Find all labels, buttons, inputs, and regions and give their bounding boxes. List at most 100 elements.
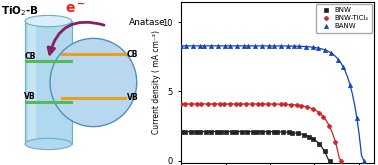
BNW [266, 131, 270, 133]
BNW [209, 131, 214, 132]
Polygon shape [28, 21, 36, 144]
BANW [267, 45, 271, 47]
BNW-TiCl₄ [205, 103, 210, 105]
BNW-TiCl₄ [256, 103, 260, 105]
BNW-TiCl₄ [282, 103, 287, 105]
BNW-TiCl₄ [189, 103, 194, 105]
BNW [245, 131, 249, 132]
BNW-TiCl₄ [183, 103, 187, 105]
Text: $\mathbf{e^-}$: $\mathbf{e^-}$ [65, 3, 85, 17]
BNW [302, 134, 306, 136]
BANW [278, 45, 283, 47]
BANW [202, 45, 206, 47]
BNW-TiCl₄ [278, 103, 283, 105]
BNW [183, 131, 187, 132]
Text: VB: VB [24, 92, 36, 101]
Line: BNW: BNW [179, 130, 332, 163]
BANW [197, 45, 202, 47]
BNW-TiCl₄ [294, 104, 299, 106]
BNW-TiCl₄ [333, 141, 338, 143]
BNW [275, 131, 280, 133]
Ellipse shape [25, 15, 72, 27]
BNW [307, 136, 312, 138]
BNW-TiCl₄ [288, 104, 293, 106]
BANW [329, 52, 334, 54]
BNW [215, 131, 219, 132]
BNW-TiCl₄ [311, 108, 315, 110]
BANW [260, 45, 264, 47]
BNW-TiCl₄ [299, 105, 303, 107]
BNW-TiCl₄ [244, 103, 248, 105]
BANW [246, 45, 251, 47]
BNW-TiCl₄ [260, 103, 265, 105]
BNW [281, 131, 285, 133]
BNW [224, 131, 229, 132]
BNW-TiCl₄ [250, 103, 254, 105]
BNW [271, 131, 276, 133]
BNW-TiCl₄ [228, 103, 232, 105]
Text: TiO$_2$-B: TiO$_2$-B [1, 4, 39, 18]
Y-axis label: Current density ( mA cm⁻²): Current density ( mA cm⁻²) [152, 31, 161, 134]
BNW-TiCl₄ [238, 103, 242, 105]
Text: CB: CB [24, 52, 36, 61]
BNW [239, 131, 244, 132]
BNW [311, 138, 316, 140]
BNW-TiCl₄ [339, 160, 344, 162]
BANW [241, 45, 246, 47]
BNW [260, 131, 265, 133]
BNW-TiCl₄ [317, 112, 321, 114]
Line: BNW-TiCl₄: BNW-TiCl₄ [179, 102, 344, 163]
BNW [328, 160, 333, 162]
BANW [304, 46, 308, 48]
BNW [198, 131, 202, 132]
BANW [228, 45, 232, 47]
BANW [361, 160, 366, 162]
BNW [230, 131, 234, 132]
Text: VB: VB [127, 93, 138, 102]
BNW [296, 132, 301, 134]
BNW [203, 131, 208, 132]
BANW [322, 49, 327, 51]
BANW [336, 59, 341, 61]
BANW [341, 66, 345, 67]
BNW-TiCl₄ [272, 103, 277, 105]
BNW [251, 131, 255, 133]
BANW [209, 45, 214, 47]
BANW [183, 45, 188, 47]
BANW [348, 83, 352, 85]
Text: CB: CB [127, 50, 138, 59]
BNW-TiCl₄ [199, 103, 204, 105]
Ellipse shape [50, 38, 137, 127]
BNW [322, 150, 327, 152]
BNW [254, 131, 259, 133]
BANW [253, 45, 257, 47]
Line: BANW: BANW [179, 44, 366, 163]
BANW [179, 45, 183, 47]
BANW [292, 45, 297, 47]
FancyArrowPatch shape [48, 22, 104, 54]
BANW [216, 45, 220, 47]
BNW-TiCl₄ [234, 103, 238, 105]
BNW-TiCl₄ [179, 103, 183, 105]
BNW-TiCl₄ [195, 103, 200, 105]
Text: Anatase: Anatase [129, 18, 166, 27]
BANW [285, 45, 290, 47]
BANW [315, 47, 320, 49]
BNW-TiCl₄ [222, 103, 226, 105]
BANW [191, 45, 195, 47]
BNW-TiCl₄ [305, 106, 309, 108]
BNW [218, 131, 223, 132]
BNW-TiCl₄ [321, 115, 325, 117]
BNW [290, 132, 295, 134]
BANW [311, 46, 315, 48]
Polygon shape [25, 21, 72, 144]
BNW [194, 131, 198, 132]
BANW [234, 45, 239, 47]
BNW-TiCl₄ [211, 103, 216, 105]
BNW [179, 131, 183, 132]
BNW-TiCl₄ [217, 103, 222, 105]
Ellipse shape [25, 138, 72, 150]
BNW-TiCl₄ [266, 103, 271, 105]
BANW [355, 117, 359, 119]
BNW-TiCl₄ [327, 125, 332, 127]
